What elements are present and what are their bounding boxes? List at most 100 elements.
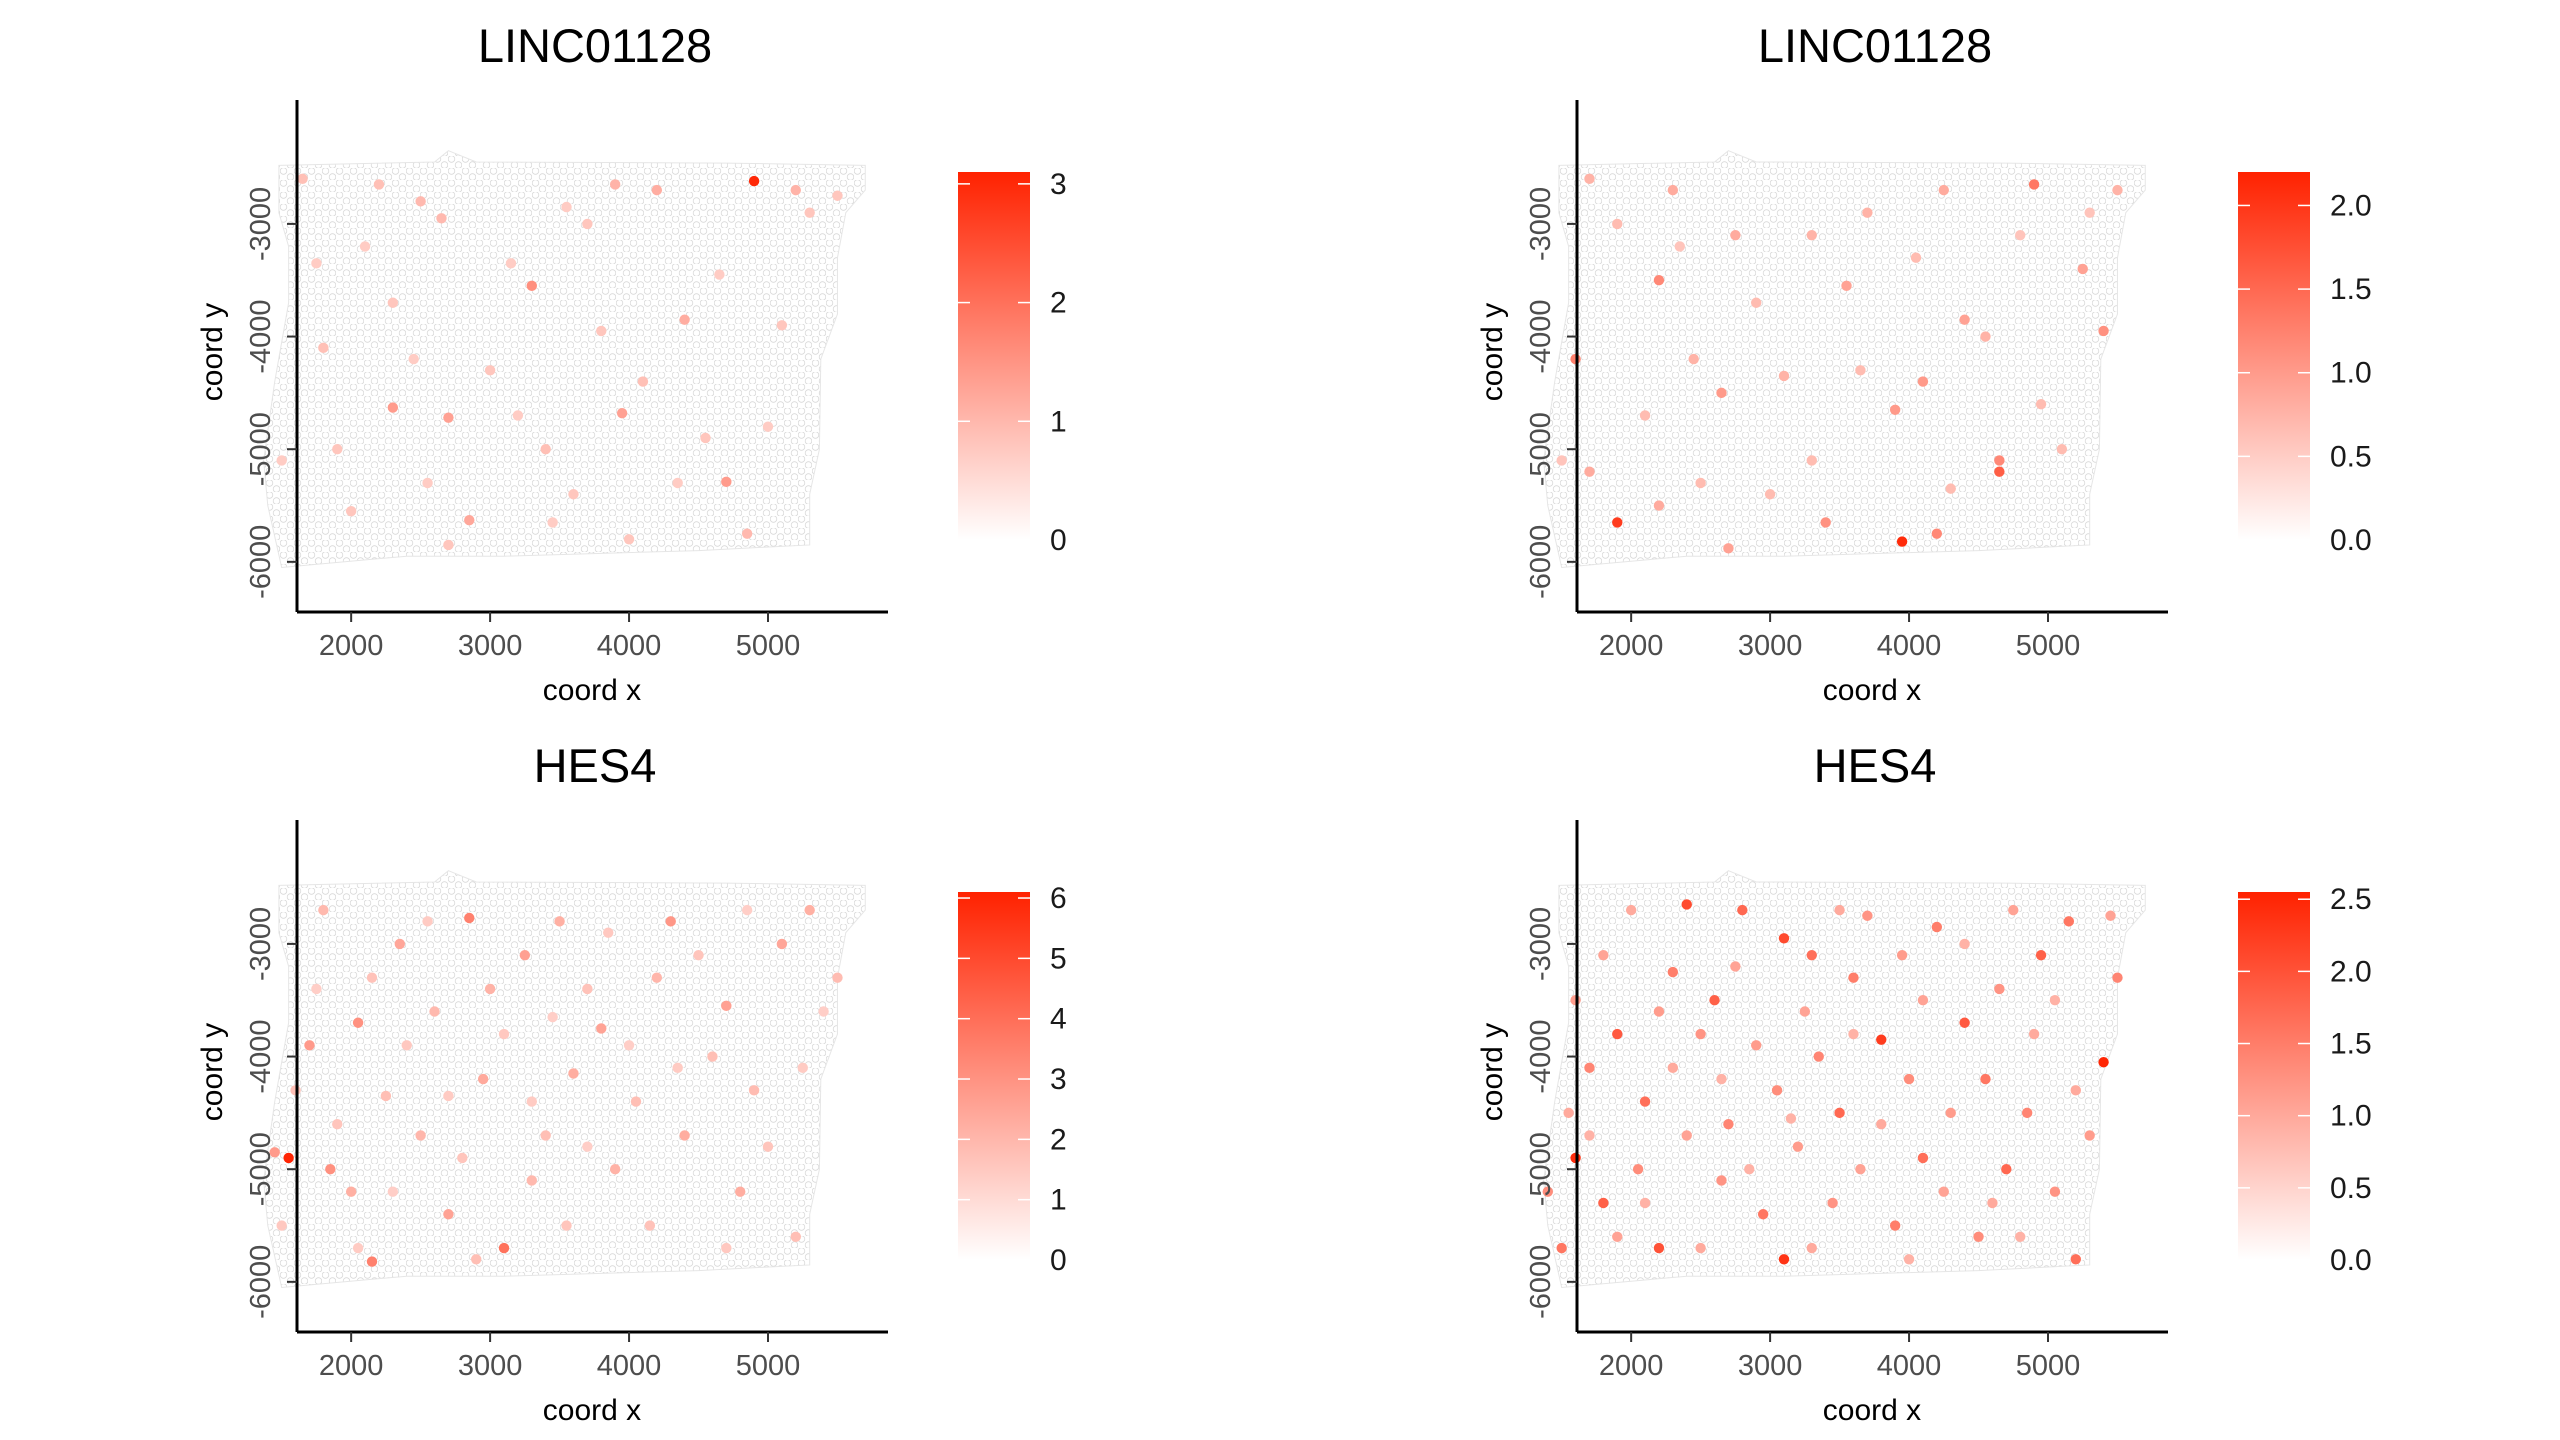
data-point [700, 432, 711, 444]
colorbar-tick-label: 0 [1050, 524, 1067, 557]
y-tick-label: -5000 [245, 412, 277, 486]
data-point [1994, 455, 2005, 466]
data-point [1896, 536, 1908, 547]
data-point [1903, 1073, 1915, 1085]
data-point [1855, 1163, 1866, 1175]
data-point [526, 280, 537, 292]
x-tick-label: 3000 [458, 630, 523, 662]
chart-linc01128-right: LINC01128 2000 3000 4000 5000 -3000 -4000 -5000… [1476, 19, 2372, 707]
colorbar-tick-label: 2 [1050, 287, 1067, 320]
data-point [1959, 314, 1970, 325]
data-point [623, 534, 635, 545]
y-tick-label: -4000 [245, 299, 277, 373]
x-tick-label: 2000 [319, 630, 384, 662]
data-point [616, 407, 628, 419]
y-axis-label: coord y [196, 303, 229, 401]
data-point [1723, 1118, 1734, 1130]
data-point [318, 904, 329, 916]
colorbar-tick-label: 2.5 [2330, 883, 2372, 916]
data-point [797, 1062, 808, 1074]
data-point [1639, 1197, 1651, 1209]
colorbar-tick-label: 1.5 [2330, 273, 2372, 306]
data-point [776, 320, 788, 331]
data-point [540, 1130, 551, 1141]
data-point [1806, 229, 1817, 241]
chart-panel-linc01128-left: LINC01128 2000 3000 4000 5000 -3000 -4000 -5000… [0, 0, 1280, 720]
data-point [387, 297, 399, 308]
data-point [623, 1040, 635, 1051]
data-point [443, 539, 454, 551]
data-point [714, 269, 725, 280]
data-point [380, 1090, 392, 1102]
data-point [464, 912, 475, 924]
data-point [1598, 949, 1609, 961]
data-point [609, 1163, 621, 1175]
data-point [776, 938, 788, 950]
data-point [561, 201, 572, 213]
data-point [2098, 1056, 2109, 1068]
data-point [1653, 1006, 1665, 1017]
data-point [1723, 543, 1734, 554]
colorbar-tick-label: 2 [1050, 1123, 1067, 1156]
x-tick-label: 3000 [1738, 630, 1803, 662]
data-point [735, 1186, 746, 1197]
x-tick-label: 5000 [2016, 1350, 2081, 1382]
data-point [1709, 995, 1720, 1006]
data-point [672, 477, 683, 489]
chart-panel-linc01128-right: LINC01128 2000 3000 4000 5000 -3000 -4000 -5000… [1280, 0, 2560, 720]
data-point [1667, 966, 1679, 978]
data-point [1896, 949, 1908, 961]
data-point [741, 904, 753, 916]
y-tick-label: -6000 [1525, 1245, 1557, 1319]
data-point [512, 410, 524, 421]
data-point [582, 218, 593, 230]
x-axis-label: coord x [1823, 1394, 1921, 1427]
data-point [1778, 370, 1790, 382]
data-point [1737, 904, 1748, 916]
data-point [457, 1152, 468, 1164]
data-point [707, 1051, 718, 1062]
data-point [1674, 241, 1685, 252]
data-point [484, 365, 496, 376]
data-point [1806, 1242, 1817, 1254]
data-point [526, 1175, 537, 1186]
x-tick-label: 2000 [1599, 630, 1664, 662]
data-point [1827, 1197, 1838, 1209]
data-point [1876, 1034, 1887, 1045]
tissue-spot-grid [263, 150, 866, 569]
data-point [276, 455, 287, 466]
data-point [2098, 325, 2109, 337]
data-point [1994, 983, 2005, 995]
data-point [651, 972, 663, 983]
data-point [1563, 1107, 1574, 1119]
colorbar-tick-label: 0 [1050, 1244, 1067, 1277]
x-tick-label: 3000 [458, 1350, 523, 1382]
data-point [1785, 1113, 1797, 1124]
data-point [359, 241, 371, 252]
data-point [1730, 229, 1741, 241]
data-point [1612, 1028, 1623, 1040]
colorbar [2238, 172, 2310, 540]
data-point [429, 1006, 440, 1017]
data-point [304, 1040, 315, 1051]
colorbar-tick-label: 2.0 [2330, 955, 2372, 988]
data-point [394, 938, 405, 950]
y-tick-label: -3000 [1525, 187, 1557, 261]
data-point [540, 443, 551, 455]
data-point [1778, 933, 1790, 944]
colorbar-tick-label: 1.0 [2330, 1100, 2372, 1133]
data-point [325, 1163, 336, 1175]
data-point [1959, 938, 1970, 950]
data-point [1612, 517, 1623, 528]
data-point [345, 1186, 357, 1197]
data-point [804, 904, 815, 916]
y-tick-label: -5000 [1525, 1132, 1557, 1206]
data-point [1612, 1231, 1623, 1242]
data-point [464, 514, 475, 526]
data-point [2035, 949, 2047, 961]
data-point [2077, 263, 2088, 275]
data-point [554, 916, 565, 927]
data-point [1584, 466, 1595, 477]
data-point [471, 1254, 482, 1265]
data-point [2028, 179, 2040, 190]
